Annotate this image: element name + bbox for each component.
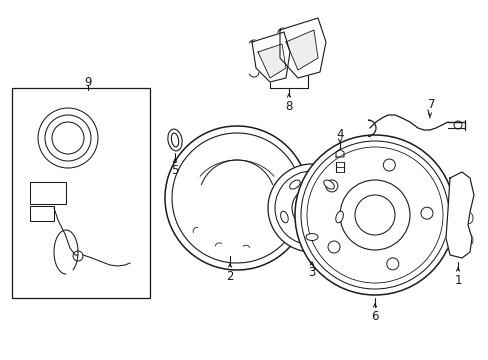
- Ellipse shape: [171, 133, 178, 147]
- Circle shape: [301, 141, 448, 289]
- Bar: [30, 182, 66, 204]
- Ellipse shape: [280, 211, 287, 223]
- Polygon shape: [251, 32, 289, 82]
- Polygon shape: [285, 30, 317, 70]
- Circle shape: [291, 188, 331, 228]
- Ellipse shape: [289, 180, 300, 189]
- Text: 5: 5: [171, 163, 178, 176]
- Polygon shape: [258, 44, 285, 78]
- Ellipse shape: [323, 180, 334, 189]
- Ellipse shape: [335, 211, 343, 223]
- Circle shape: [294, 135, 454, 295]
- Circle shape: [420, 207, 432, 219]
- Text: 9: 9: [84, 76, 92, 89]
- Text: 4: 4: [336, 127, 343, 140]
- Text: 2: 2: [226, 270, 233, 283]
- Circle shape: [299, 196, 324, 220]
- Ellipse shape: [305, 234, 317, 240]
- Circle shape: [339, 180, 409, 250]
- Polygon shape: [445, 172, 473, 258]
- Circle shape: [354, 195, 394, 235]
- Bar: [12, 88, 150, 298]
- Circle shape: [327, 241, 339, 253]
- Circle shape: [325, 180, 337, 192]
- Text: 3: 3: [307, 266, 315, 279]
- Text: 6: 6: [370, 310, 378, 324]
- Circle shape: [386, 258, 398, 270]
- Text: 7: 7: [427, 99, 435, 112]
- Circle shape: [306, 147, 442, 283]
- Circle shape: [267, 164, 355, 252]
- Ellipse shape: [167, 129, 182, 151]
- Circle shape: [274, 171, 348, 245]
- Text: 1: 1: [453, 274, 461, 287]
- Bar: [30, 206, 54, 221]
- Text: 8: 8: [285, 99, 292, 112]
- Polygon shape: [280, 18, 325, 78]
- Circle shape: [383, 159, 394, 171]
